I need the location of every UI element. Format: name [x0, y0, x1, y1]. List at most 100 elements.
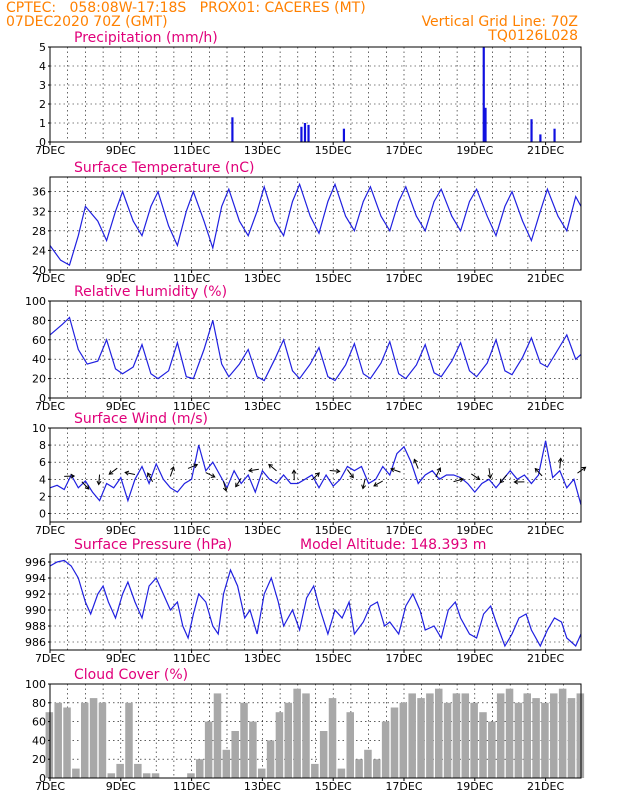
wind-arrow-head: [459, 477, 465, 483]
cloud-bar: [222, 749, 231, 778]
cloud-bar: [426, 693, 434, 778]
cloud-bar: [541, 702, 549, 778]
wind-arrow: [187, 464, 198, 469]
cloud-bar: [496, 693, 505, 778]
x-tick-label: 13DEC: [244, 780, 281, 793]
y-tick-label: 20: [32, 373, 46, 386]
temperature-title: Surface Temperature (nC): [74, 160, 255, 176]
x-tick-label: 21DEC: [527, 272, 564, 285]
wind-arrow: [413, 459, 419, 469]
x-tick-label: 15DEC: [315, 780, 352, 793]
precip-bar: [484, 107, 487, 142]
x-tick-label: 17DEC: [385, 272, 422, 285]
cloud-bar: [107, 773, 116, 778]
cloud-bar: [54, 702, 62, 778]
wind-arrow-head: [248, 467, 253, 473]
cloud-bar: [470, 702, 478, 778]
wind-arrow: [373, 480, 384, 487]
pressure-frame: [49, 553, 582, 651]
precip-bar: [342, 128, 346, 142]
cloud-bar: [187, 773, 195, 778]
wind-arrow: [390, 468, 401, 473]
wind-arrow-head: [373, 482, 379, 487]
y-tick-label: 0: [39, 392, 46, 405]
header-grid-note: Vertical Grid Line: 70Z: [421, 14, 578, 30]
cloud-bar: [240, 702, 248, 778]
y-tick-label: 4: [39, 473, 46, 486]
wind-arrow-head: [193, 463, 199, 469]
cloud-bar: [275, 712, 284, 778]
wind-arrow: [98, 474, 101, 485]
cloud-bar: [452, 693, 461, 778]
cloud-bar: [125, 702, 133, 778]
cloud-bar: [204, 721, 213, 778]
x-tick-label: 7DEC: [35, 652, 65, 665]
cloud-bar: [284, 702, 293, 778]
x-tick-label: 9DEC: [106, 524, 136, 537]
cloud-bar: [98, 702, 107, 778]
y-tick-label: 40: [32, 734, 46, 747]
wind-frame: [49, 427, 582, 523]
precip-bar: [530, 119, 533, 142]
cloud-bar: [479, 712, 487, 778]
wind-arrow: [559, 458, 562, 469]
cloud-bar: [434, 688, 443, 778]
x-tick-label: 11DEC: [173, 652, 210, 665]
x-tick-label: 19DEC: [456, 400, 493, 413]
wind-arrow-head: [513, 479, 519, 485]
cloud-bar: [89, 698, 98, 778]
wind-arrow-head: [268, 463, 273, 469]
cloud-bar: [293, 688, 301, 778]
x-tick-label: 7DEC: [35, 524, 65, 537]
y-tick-label: 2: [39, 98, 46, 111]
y-tick-label: 2: [39, 490, 46, 503]
x-tick-label: 21DEC: [527, 780, 564, 793]
cloud-bar: [311, 763, 319, 778]
wind-arrow-head: [436, 467, 442, 473]
x-tick-label: 9DEC: [106, 780, 136, 793]
y-tick-label: 3: [39, 79, 46, 92]
cloud-bar: [550, 693, 558, 778]
wind-arrow-head: [124, 470, 130, 476]
y-tick-label: 0: [39, 507, 46, 520]
wind-arrow-head: [147, 472, 152, 478]
precip-bar: [303, 123, 307, 142]
y-tick-label: 36: [32, 186, 46, 199]
cloud-bar: [355, 759, 363, 778]
y-tick-label: 5: [39, 41, 46, 54]
cloud-bar: [576, 693, 585, 778]
precip-title: Precipitation (mm/h): [74, 30, 218, 46]
y-tick-label: 0: [39, 136, 46, 149]
precip-frame: [49, 46, 582, 143]
y-tick-label: 80: [32, 697, 46, 710]
cloud-title: Cloud Cover (%): [74, 667, 188, 683]
wind-arrow: [362, 478, 366, 489]
y-tick-label: 24: [32, 244, 46, 257]
header-date: 07DEC2020 70Z (GMT): [6, 14, 168, 30]
wind-arrow: [81, 481, 90, 490]
cloud-bar: [80, 702, 89, 778]
model-altitude-label: Model Altitude: 148.393 m: [300, 537, 486, 553]
cloud-bar: [196, 759, 204, 778]
wind-arrow-head: [235, 482, 240, 488]
cloud-bar: [390, 707, 399, 778]
x-tick-label: 11DEC: [173, 272, 210, 285]
wind-arrow: [534, 468, 543, 477]
x-tick-label: 17DEC: [385, 144, 422, 157]
cloud-bar: [337, 768, 346, 778]
y-tick-label: 60: [32, 334, 46, 347]
y-tick-label: 10: [32, 422, 46, 435]
cloud-bar: [399, 702, 408, 778]
y-tick-label: 28: [32, 225, 46, 238]
wind-arrow: [488, 468, 491, 479]
precip-bar: [482, 47, 485, 142]
wind-arrow: [268, 464, 277, 472]
x-tick-label: 19DEC: [456, 144, 493, 157]
wind-title: Surface Wind (m/s): [74, 411, 208, 427]
wind-arrow-head: [390, 467, 396, 473]
y-tick-label: 992: [25, 588, 46, 601]
x-tick-label: 17DEC: [385, 780, 422, 793]
x-tick-label: 7DEC: [35, 400, 65, 413]
wind-arrow: [125, 471, 136, 475]
